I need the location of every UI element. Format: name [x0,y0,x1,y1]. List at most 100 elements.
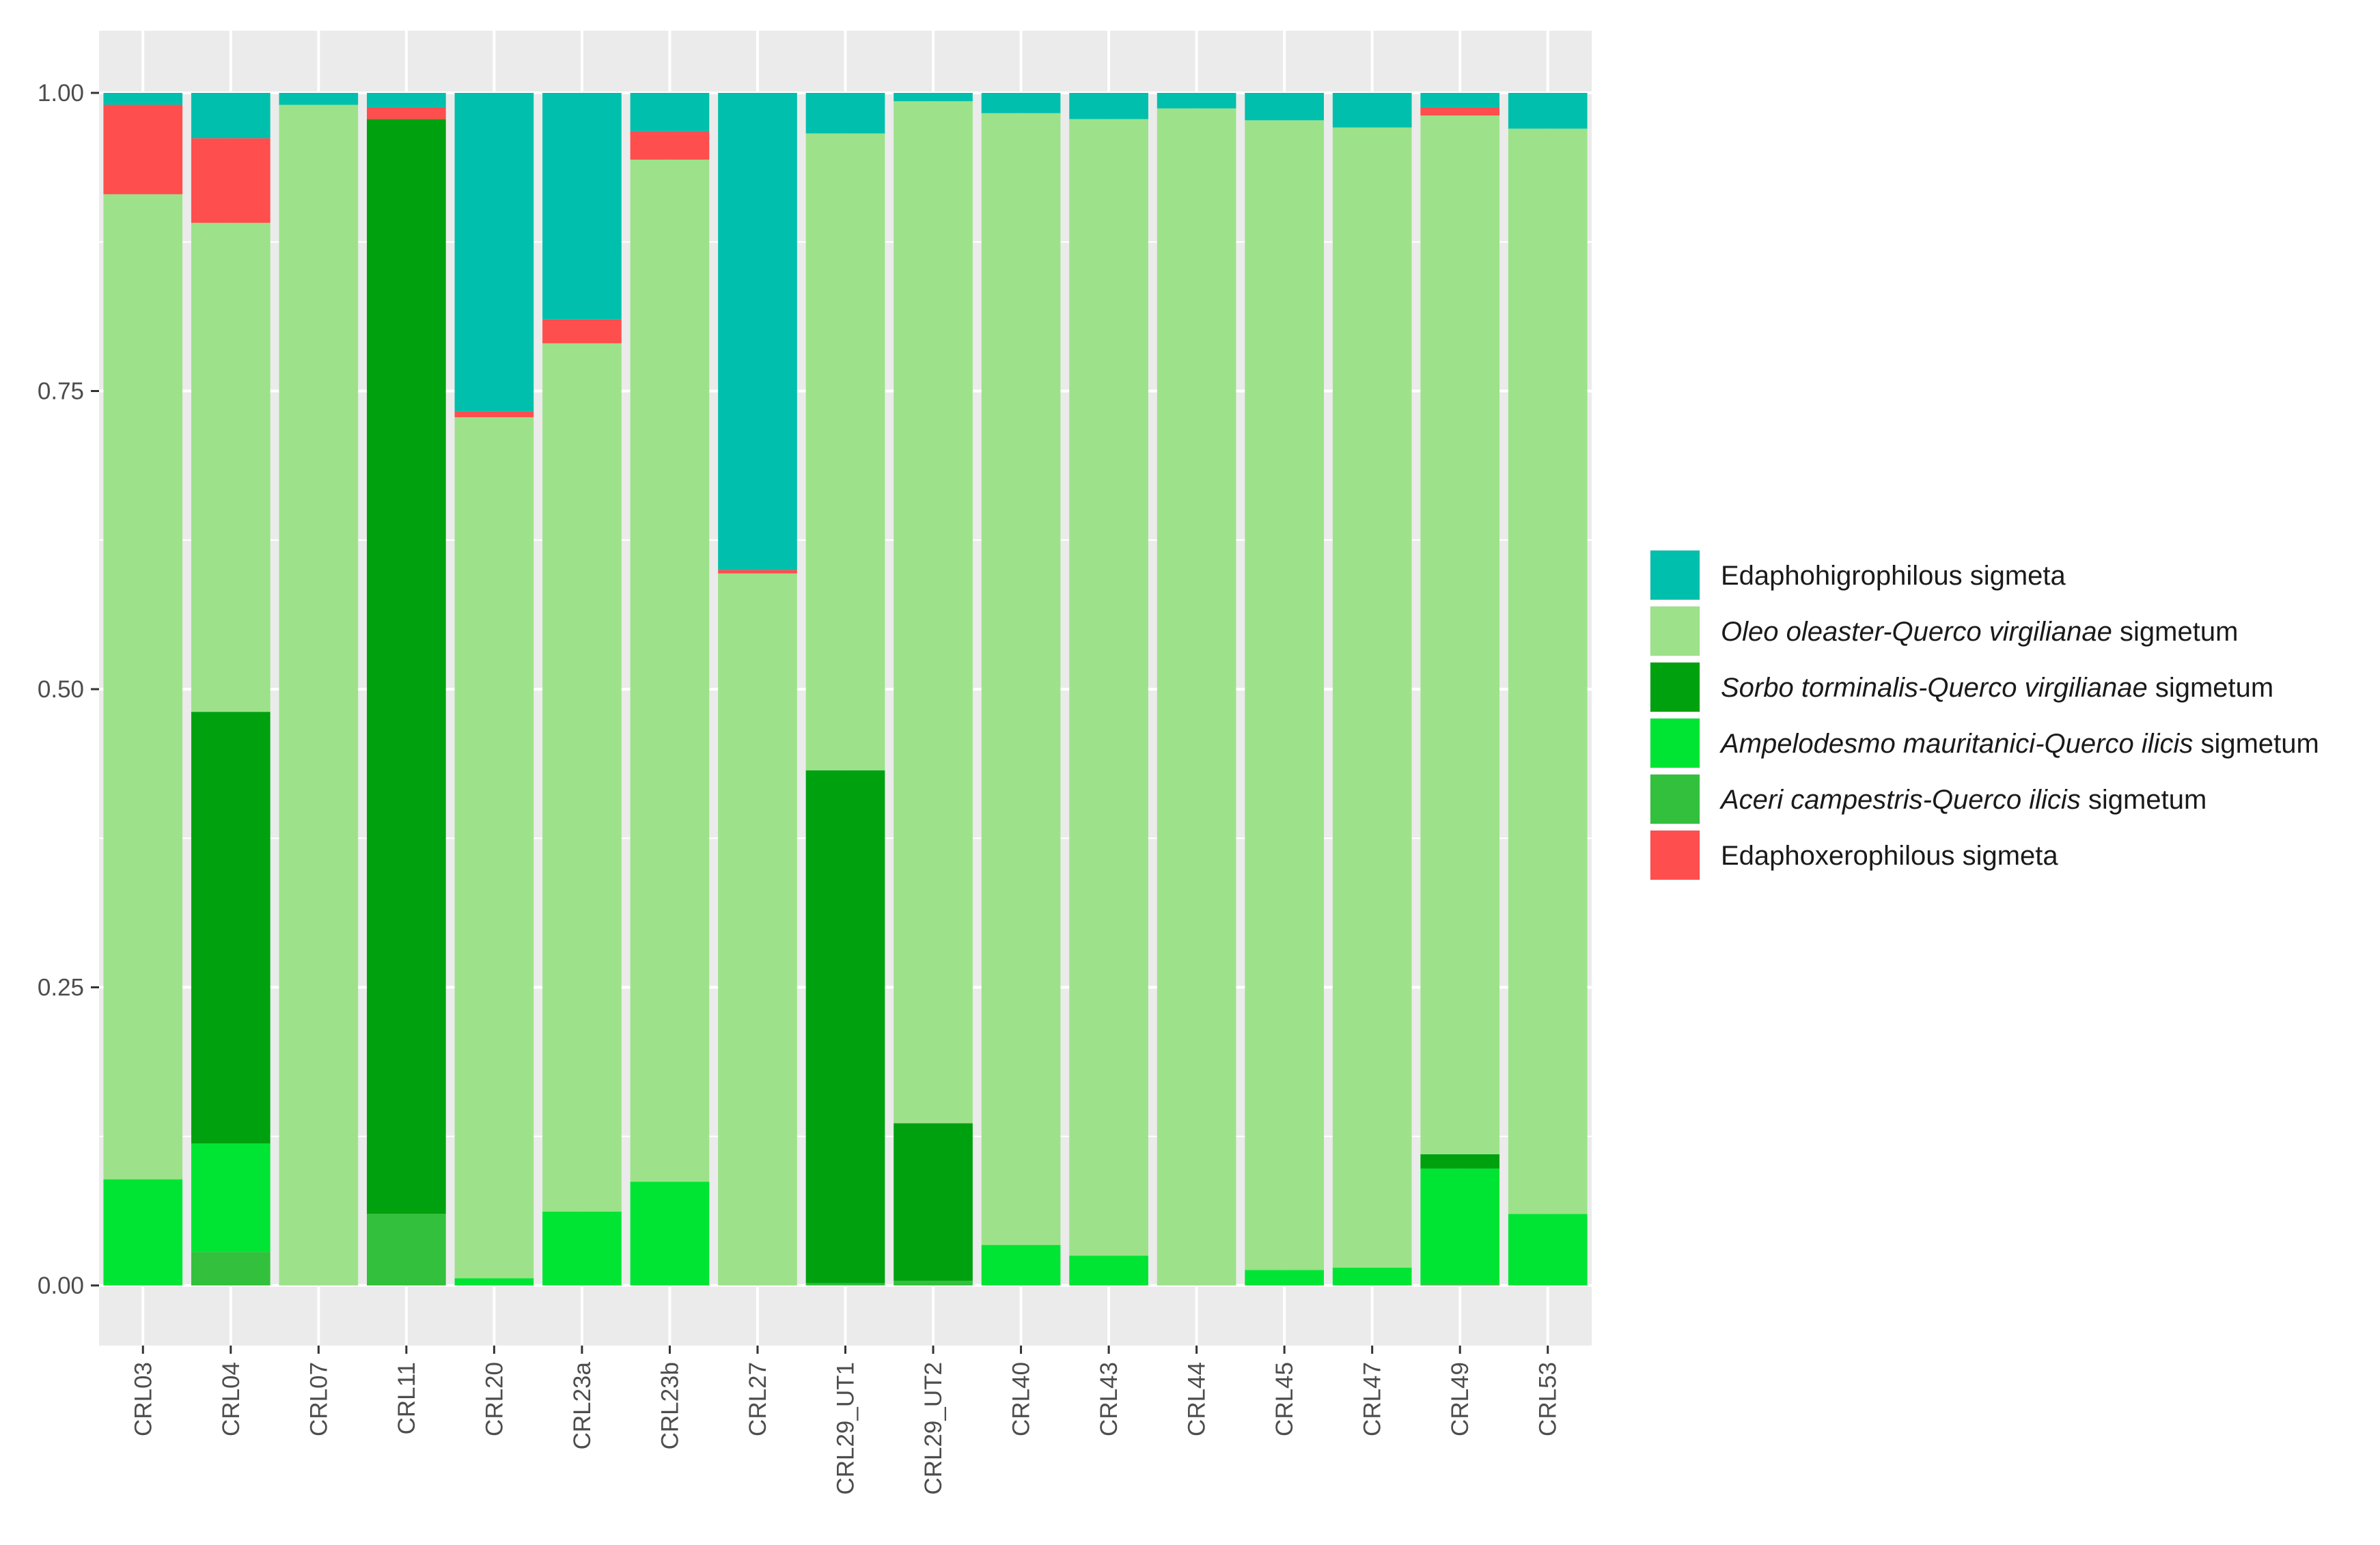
legend-label: Aceri campestris-Querco ilicis sigmetum [1719,785,2206,815]
x-tick-label: CRL23a [569,1361,596,1449]
bar-segment [1069,1255,1148,1285]
bar-segment [1069,119,1148,1256]
bar-segment [103,194,183,1180]
x-tick-label: CRL03 [130,1362,156,1436]
bar-segment [630,159,710,1182]
bar-segment [367,93,446,107]
bar-segment [279,93,359,105]
bar-segment [367,107,446,120]
bar-segment [191,138,271,223]
bar-segment [981,113,1061,1245]
bar-segment [1508,1214,1588,1285]
x-tick-label: CRL29_UT2 [920,1362,947,1495]
bar-segment [191,712,271,1144]
bar-segment [718,570,797,574]
y-tick-label: 0.00 [38,1272,84,1299]
x-tick-label: CRL29_UT1 [833,1362,859,1495]
bar-segment [542,93,622,320]
legend-label-part: Edaphohigrophilous sigmeta [1721,561,2066,591]
legend-label: Edaphoxerophilous sigmeta [1721,841,2058,871]
bar-segment [1508,128,1588,1214]
legend-swatch [1650,831,1700,880]
bar-segment [454,411,534,417]
x-tick-label: CRL53 [1535,1362,1562,1436]
bar-segment [1508,93,1588,129]
bar-segment [718,573,797,1286]
x-tick-label: CRL47 [1359,1362,1386,1436]
legend-label-part: sigmetum [2081,785,2207,815]
legend-label-part: sigmetum [2148,673,2274,703]
bar-segment [454,1278,534,1285]
bar-segment [103,105,183,195]
bar-segment [1420,1168,1500,1285]
bar-segment [103,93,183,105]
bar-segment [805,133,885,770]
x-tick-label: CRL07 [305,1362,332,1436]
bar-segment [1332,127,1412,1268]
bar-segment [454,93,534,412]
bar-segment [542,343,622,1212]
x-tick-label: CRL23b [656,1362,683,1449]
bar-segment [1420,115,1500,1154]
bar-segment [191,93,271,139]
x-tick-label: CRL04 [218,1362,245,1436]
bar-segment [103,1179,183,1285]
legend-swatch [1650,719,1700,768]
legend-swatch [1650,775,1700,824]
bar-segment [981,93,1061,113]
bar-segment [454,417,534,1279]
bar-segment [630,1182,710,1285]
legend-label-part: Aceri campestris-Querco ilicis [1719,785,2081,815]
bar-segment [279,105,359,1286]
legend-label-part: sigmetum [2112,617,2239,647]
x-tick-label: CRL43 [1096,1362,1122,1436]
legend-item: Ampelodesmo mauritanici-Querco ilicis si… [1650,718,2319,768]
legend: Edaphohigrophilous sigmeta Oleo oleaster-… [1650,550,2319,880]
y-tick-label: 0.75 [38,378,84,405]
legend-swatch [1650,551,1700,600]
bar-segment [1420,107,1500,116]
legend-swatch [1650,607,1700,656]
bars [103,93,1588,1286]
bar-segment [894,1281,973,1285]
bar-segment [191,223,271,712]
legend-item: Aceri campestris-Querco ilicis sigmetum [1650,774,2206,824]
y-axis: 0.00 0.25 0.50 0.75 1.00 [38,80,99,1299]
x-tick-label: CRL27 [745,1362,771,1436]
bar-segment [894,1123,973,1281]
bar-segment [367,119,446,1214]
legend-label-part: sigmetum [2193,729,2319,759]
bar-segment [1332,1267,1412,1285]
x-tick-label: CRL45 [1271,1362,1298,1436]
bar-segment [1245,1270,1324,1285]
bar-segment [1069,93,1148,120]
x-tick-label: CRL44 [1184,1362,1210,1436]
bar-segment [1420,1154,1500,1169]
bar-segment [1332,93,1412,128]
bar-segment [1420,93,1500,107]
legend-label: Ampelodesmo mauritanici-Querco ilicis si… [1719,729,2319,759]
bar-segment [630,93,710,131]
x-tick-label: CRL40 [1008,1362,1035,1436]
x-axis: CRL03 CRL04 CRL07 CRL11 CRL20 CRL23a CRL23b CRL… [130,1346,1562,1495]
legend-item: Edaphohigrophilous sigmeta [1650,550,2066,600]
bar-segment [542,319,622,344]
x-tick-label: CRL49 [1447,1362,1473,1436]
bar-segment [367,1214,446,1285]
bar-segment [191,1143,271,1253]
bar-segment [718,93,797,570]
bar-segment [1245,120,1324,1270]
bar-segment [191,1252,271,1285]
bar-segment [1157,93,1236,109]
legend-label-part: Sorbo torminalis-Querco virgilianae [1721,673,2148,703]
bar-segment [894,93,973,102]
bar-segment [805,1283,885,1285]
x-tick-label: CRL11 [393,1362,420,1434]
legend-label-part: Edaphoxerophilous sigmeta [1721,841,2058,871]
legend-item: Edaphoxerophilous sigmeta [1650,830,2058,880]
bar-segment [805,770,885,1283]
bar-segment [542,1211,622,1285]
legend-item: Oleo oleaster-Querco virgilianae sigmetu… [1650,606,2238,656]
y-tick-label: 1.00 [38,80,84,107]
